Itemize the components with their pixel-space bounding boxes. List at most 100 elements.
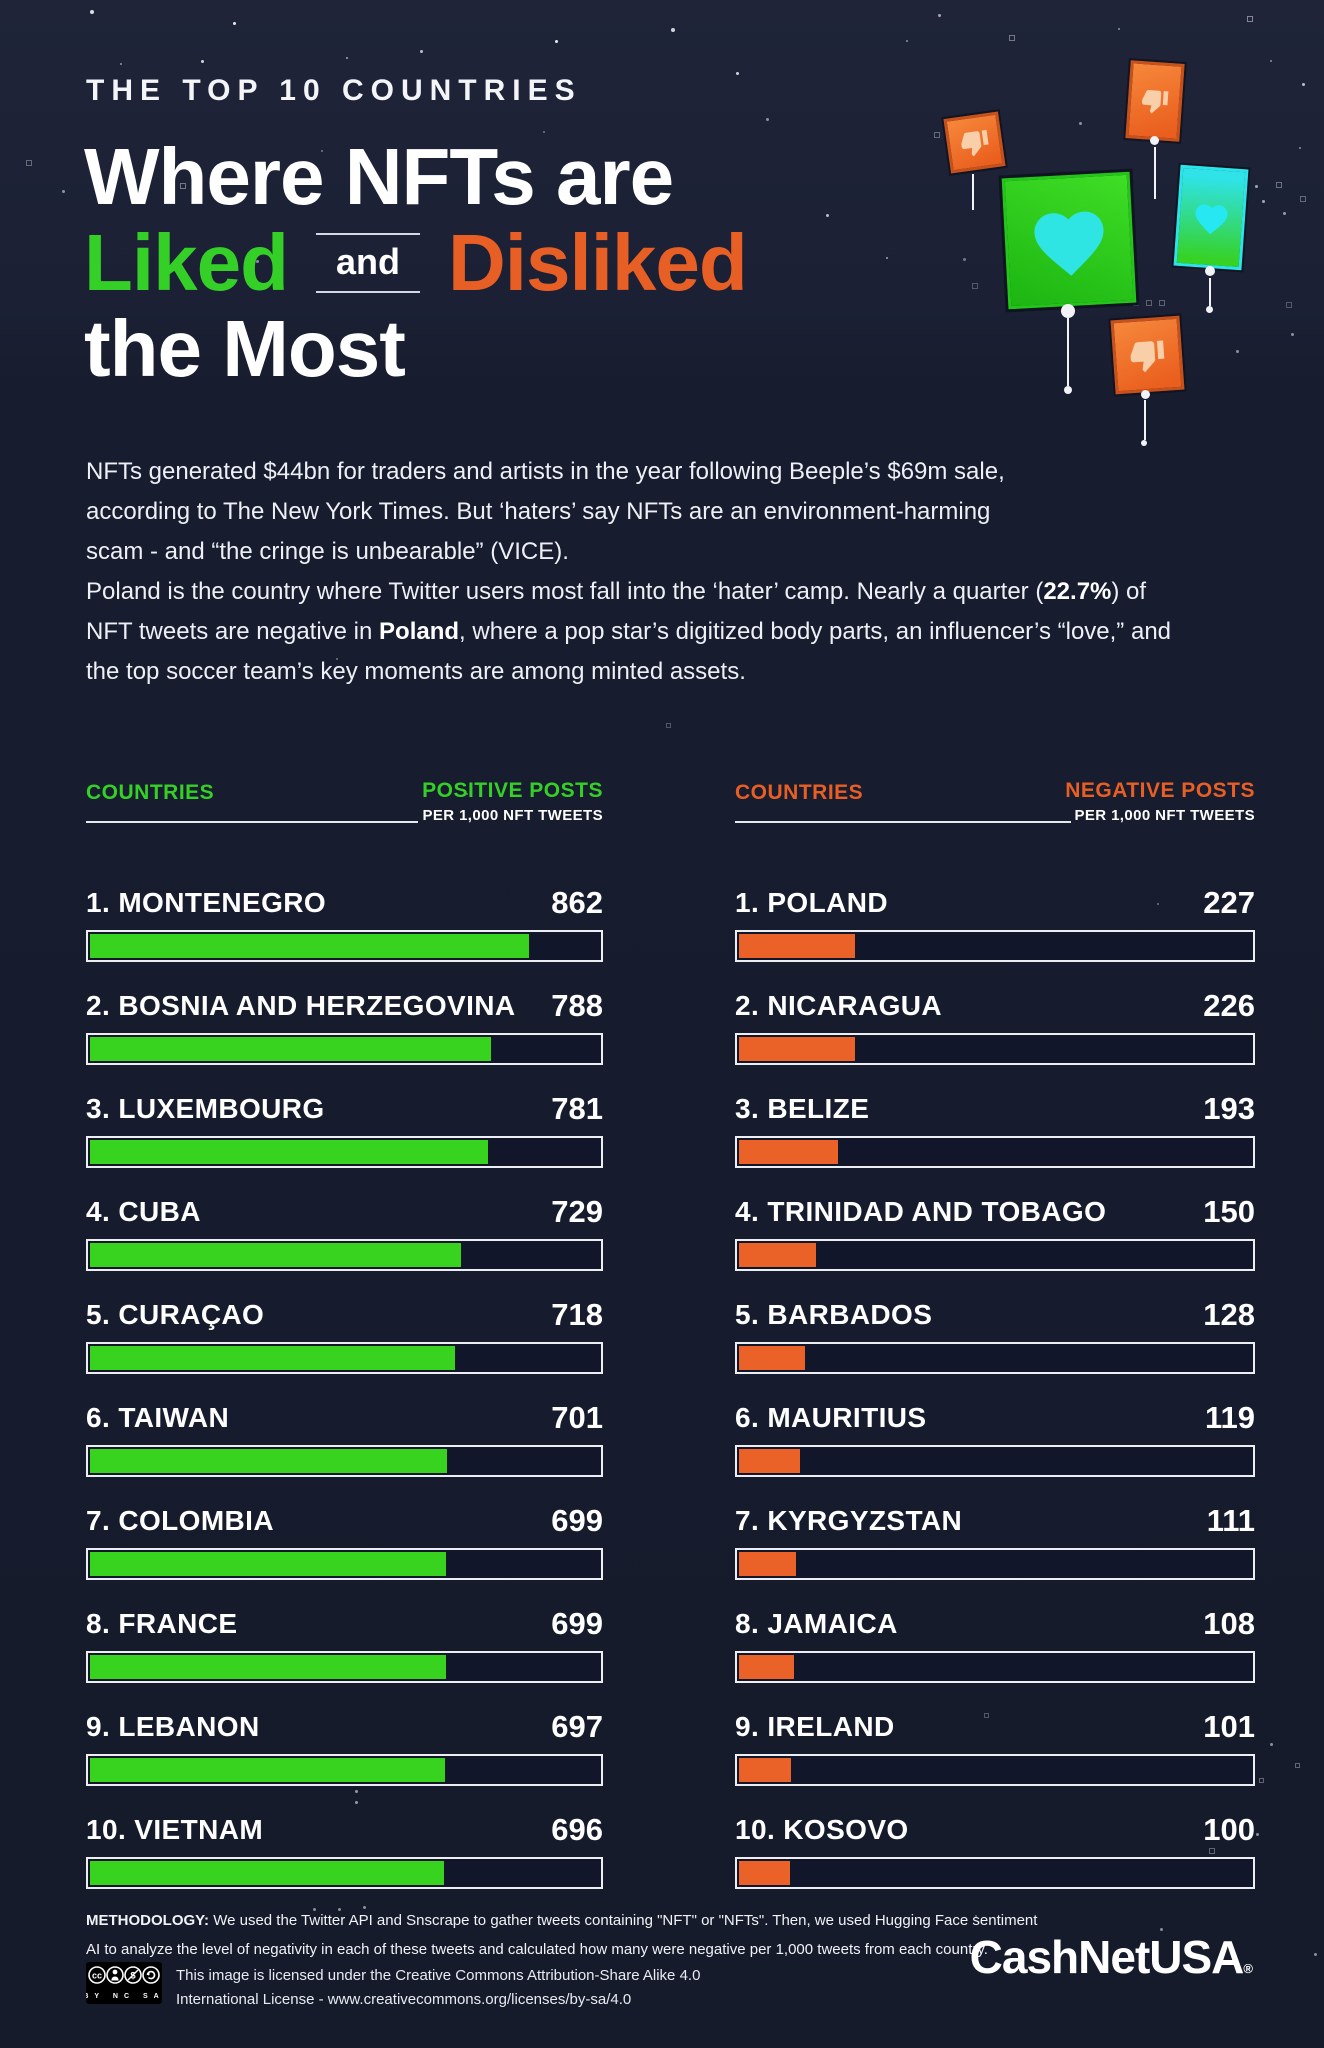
nft-card-thumbs-down	[943, 111, 1006, 174]
bar-fill	[90, 1449, 447, 1473]
bar-fill	[90, 1243, 462, 1267]
star-dot	[1157, 903, 1159, 905]
list-row: 6. TAIWAN 701	[86, 1401, 603, 1477]
bar-fill	[739, 1861, 791, 1885]
country-value: 111	[1206, 1503, 1255, 1538]
star-dot	[911, 1008, 913, 1010]
list-row: 10. VIETNAM 696	[86, 1813, 603, 1889]
star-dot	[938, 14, 941, 17]
country-label: 10. KOSOVO	[735, 1814, 909, 1845]
country-label: 1. POLAND	[735, 887, 888, 918]
country-label: 9. IRELAND	[735, 1711, 895, 1742]
country-value: 699	[551, 1606, 603, 1641]
card-string	[972, 174, 974, 210]
star-dot	[1255, 185, 1258, 188]
card-string	[1067, 318, 1069, 386]
star-dot	[256, 260, 259, 263]
country-value: 697	[551, 1709, 603, 1744]
card-string	[1154, 147, 1156, 199]
star-dot	[671, 28, 675, 32]
bar-fill	[90, 1346, 456, 1370]
star-square	[666, 723, 671, 728]
star-square	[1159, 300, 1165, 306]
country-value: 119	[1204, 1400, 1255, 1435]
country-value: 696	[551, 1812, 603, 1847]
star-dot	[466, 793, 468, 795]
title-disliked: Disliked	[447, 218, 748, 307]
star-square	[1259, 1778, 1264, 1783]
svg-text:$: $	[130, 1971, 136, 1982]
list-row: 2. BOSNIA AND HERZEGOVINA 788	[86, 989, 603, 1065]
star-dot	[555, 40, 558, 43]
bar-track	[86, 1754, 603, 1786]
country-label: 8. FRANCE	[86, 1608, 238, 1639]
star-square	[1295, 1763, 1300, 1768]
star-dot	[1160, 1928, 1163, 1931]
star-square	[984, 1713, 989, 1718]
list-row: 7. KYRGYZSTAN 111	[735, 1504, 1255, 1580]
card-pin-dot	[1150, 136, 1159, 145]
svg-text:cc: cc	[92, 1971, 102, 1981]
star-square	[1276, 182, 1282, 188]
bar-track	[86, 1445, 603, 1477]
country-label: 2. BOSNIA AND HERZEGOVINA	[86, 990, 516, 1021]
card-pin-dot	[1206, 306, 1213, 313]
bar-fill	[90, 934, 529, 958]
star-square	[972, 283, 978, 289]
negative-bar-list: 1. POLAND 227 2. NICARAGUA 226 3. BELIZE 19…	[735, 886, 1255, 1916]
title-line2: Liked and Disliked	[84, 218, 748, 307]
country-value: 699	[551, 1503, 603, 1538]
star-square	[1146, 300, 1152, 306]
cashnetusa-logo: CashNetUSA®	[969, 1931, 1253, 1983]
star-dot	[1270, 60, 1272, 62]
star-dot	[1118, 28, 1120, 30]
country-label: 8. JAMAICA	[735, 1608, 898, 1639]
star-dot	[363, 1906, 366, 1909]
nft-card-thumbs-down	[1125, 60, 1185, 142]
bar-fill	[90, 1758, 445, 1782]
heart-icon	[1191, 199, 1232, 237]
bar-track	[86, 930, 603, 962]
star-dot	[1270, 1743, 1273, 1746]
negative-metric-label: NEGATIVE POSTS	[1065, 779, 1255, 802]
kicker-title: THE TOP 10 COUNTRIES	[86, 74, 582, 107]
star-dot	[650, 183, 652, 185]
country-label: 6. TAIWAN	[86, 1402, 230, 1433]
list-row: 9. IRELAND 101	[735, 1710, 1255, 1786]
country-label: 5. BARBADOS	[735, 1299, 933, 1330]
card-string	[1144, 400, 1146, 440]
methodology-label: METHODOLOGY:	[86, 1912, 210, 1929]
star-dot	[336, 658, 338, 660]
country-value: 862	[551, 885, 603, 920]
bar-fill	[739, 1140, 838, 1164]
star-square	[706, 253, 712, 259]
star-dot	[355, 1790, 358, 1793]
bar-fill	[90, 1140, 488, 1164]
star-dot	[1314, 1953, 1317, 1956]
bar-fill	[739, 1346, 805, 1370]
star-dot	[201, 60, 204, 63]
bar-track	[735, 1445, 1255, 1477]
star-dot	[313, 1908, 316, 1911]
svg-text:BY NC SA: BY NC SA	[86, 1993, 162, 2000]
star-dot	[90, 10, 94, 14]
bar-track	[735, 1033, 1255, 1065]
license-text: This image is licensed under the Creativ…	[176, 1967, 701, 2008]
star-dot	[975, 1915, 977, 1917]
country-label: 9. LEBANON	[86, 1711, 260, 1742]
country-value: 788	[551, 988, 603, 1023]
country-label: 5. CURAÇAO	[86, 1299, 265, 1330]
country-value: 128	[1203, 1297, 1255, 1332]
star-dot	[1236, 350, 1239, 353]
thumbs-down-icon	[1140, 86, 1170, 116]
list-row: 2. NICARAGUA 226	[735, 989, 1255, 1065]
bar-fill	[739, 1243, 816, 1267]
bar-fill	[739, 1449, 800, 1473]
star-square	[26, 160, 32, 166]
methodology-text: METHODOLOGY: We used the Twitter API and…	[86, 1912, 1038, 1958]
country-label: 4. TRINIDAD AND TOBAGO	[735, 1196, 1107, 1227]
country-value: 100	[1203, 1812, 1255, 1847]
country-value: 729	[551, 1194, 603, 1229]
list-row: 5. BARBADOS 128	[735, 1298, 1255, 1374]
star-dot	[1299, 147, 1301, 149]
